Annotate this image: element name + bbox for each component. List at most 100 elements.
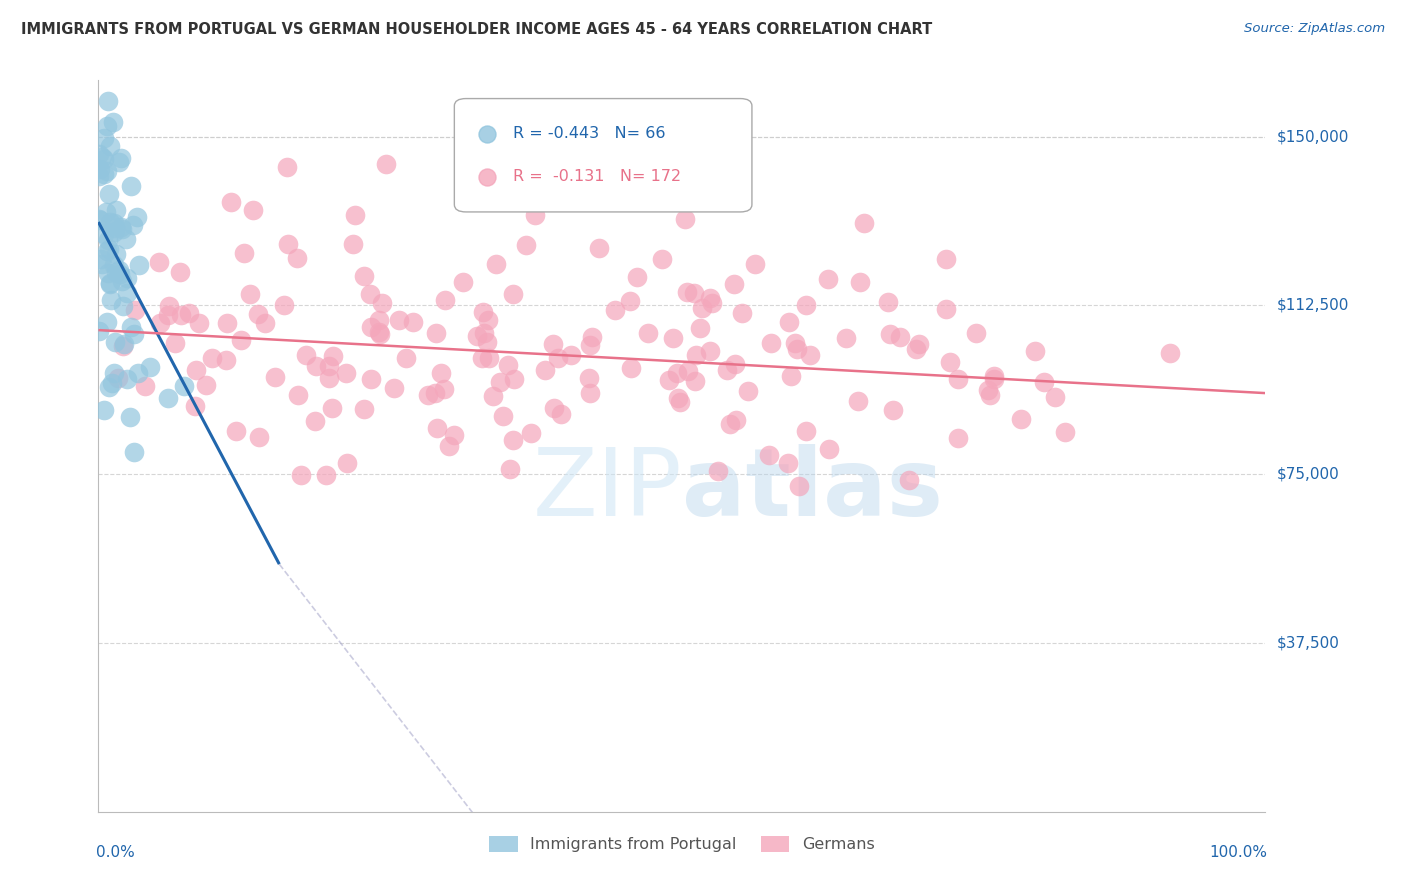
Text: $75,000: $75,000 [1277, 467, 1340, 482]
Point [368, 327, 391, 342]
Point [89, 213, 111, 227]
Point [716, 363, 738, 377]
Point [104, 265, 127, 279]
Point [794, 298, 817, 312]
Point [239, 287, 262, 301]
Point [465, 329, 488, 343]
Point [477, 313, 499, 327]
Point [89, 169, 111, 183]
Point [395, 351, 418, 365]
Point [388, 312, 411, 326]
Point [489, 375, 512, 389]
Point [475, 805, 498, 819]
Point [219, 195, 242, 210]
Point [114, 337, 136, 351]
Point [423, 386, 446, 401]
Point [122, 327, 145, 342]
Point [849, 275, 872, 289]
Point [683, 286, 706, 301]
Point [336, 456, 359, 470]
Point [90, 257, 112, 271]
Point [157, 299, 180, 313]
Point [889, 330, 911, 344]
Point [524, 208, 547, 222]
Point [668, 391, 690, 405]
Point [882, 403, 904, 417]
Point [276, 237, 298, 252]
Point [217, 316, 239, 330]
Point [107, 155, 129, 169]
Point [295, 348, 318, 362]
Point [375, 157, 398, 171]
Point [90, 252, 112, 266]
Point [335, 366, 357, 380]
Point [93, 152, 115, 166]
Point [353, 401, 375, 416]
Point [184, 400, 207, 414]
Point [588, 241, 610, 255]
Text: $150,000: $150,000 [1277, 129, 1348, 144]
Point [93, 402, 115, 417]
Point [965, 326, 987, 340]
Point [1033, 375, 1056, 389]
Point [104, 335, 127, 350]
Point [169, 265, 191, 279]
Point [818, 442, 841, 457]
Point [948, 372, 970, 386]
Point [134, 379, 156, 393]
Point [603, 302, 626, 317]
Point [560, 348, 582, 362]
Point [100, 293, 122, 308]
Text: ZIP: ZIP [533, 444, 682, 536]
Point [371, 295, 394, 310]
Point [122, 445, 145, 459]
Point [939, 355, 962, 369]
Point [503, 371, 526, 385]
Point [263, 370, 285, 384]
Point [96, 119, 118, 133]
Point [318, 359, 340, 373]
Point [148, 255, 170, 269]
Point [247, 430, 270, 444]
Point [156, 391, 179, 405]
Point [426, 421, 449, 435]
Point [502, 434, 524, 448]
Point [342, 237, 364, 252]
Point [97, 266, 120, 280]
Point [731, 306, 754, 320]
Legend: Immigrants from Portugal, Germans: Immigrants from Portugal, Germans [482, 830, 882, 859]
Point [673, 212, 696, 227]
Point [242, 202, 264, 217]
Point [359, 287, 381, 301]
Point [111, 300, 134, 314]
Point [93, 130, 115, 145]
Point [105, 202, 128, 217]
Point [799, 348, 821, 362]
Point [321, 401, 343, 415]
Point [360, 372, 382, 386]
Point [254, 316, 277, 330]
Point [110, 151, 132, 165]
Point [935, 301, 957, 316]
Point [98, 243, 121, 257]
Point [101, 376, 124, 391]
Point [90, 150, 112, 164]
Point [188, 317, 211, 331]
Point [195, 378, 218, 392]
Point [700, 296, 723, 310]
Point [676, 364, 699, 378]
Point [115, 286, 138, 301]
Point [578, 385, 600, 400]
Point [273, 297, 295, 311]
Point [353, 269, 375, 284]
Point [139, 359, 162, 374]
Point [578, 371, 600, 385]
Point [89, 324, 111, 338]
Point [425, 326, 447, 340]
Point [287, 388, 309, 402]
Point [706, 464, 728, 478]
Point [1159, 346, 1181, 360]
Point [515, 237, 537, 252]
Point [496, 358, 519, 372]
Point [117, 271, 139, 285]
